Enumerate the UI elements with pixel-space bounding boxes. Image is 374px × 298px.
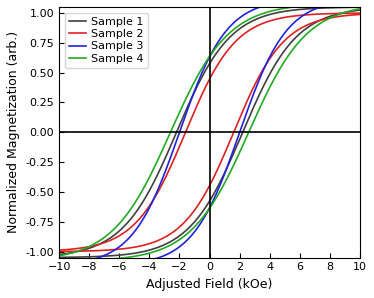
Sample 1 (195, 84, 200, 88)
Sample 4 (57, 254, 61, 258)
Line: Sample 4: Sample 4 (59, 4, 360, 256)
Sample 2 (358, 11, 362, 15)
Sample 1 (294, 8, 298, 12)
Sample 4 (358, 2, 362, 6)
Sample 2 (349, 11, 353, 15)
Line: Sample 1: Sample 1 (59, 7, 360, 254)
Sample 2 (57, 248, 61, 252)
Sample 4 (349, 2, 353, 6)
Sample 1 (358, 5, 362, 9)
Sample 1 (349, 6, 353, 9)
Sample 4 (195, 74, 200, 78)
Sample 3 (294, 0, 298, 2)
Sample 2 (203, 86, 208, 89)
Sample 3 (349, 0, 353, 1)
Sample 1 (57, 253, 61, 256)
Sample 3 (358, 0, 362, 1)
Sample 2 (72, 247, 77, 251)
Sample 2 (195, 103, 200, 106)
Sample 3 (72, 261, 77, 265)
Sample 4 (203, 61, 208, 64)
Sample 3 (349, 0, 353, 1)
Legend: Sample 1, Sample 2, Sample 3, Sample 4: Sample 1, Sample 2, Sample 3, Sample 4 (65, 13, 148, 68)
Line: Sample 3: Sample 3 (59, 0, 360, 264)
Sample 1 (203, 69, 208, 72)
Sample 2 (349, 11, 353, 15)
Sample 1 (72, 250, 77, 254)
Sample 1 (349, 6, 353, 9)
Y-axis label: Normalized Magnetization (arb.): Normalized Magnetization (arb.) (7, 31, 20, 233)
Sample 3 (203, 63, 208, 67)
Sample 2 (294, 14, 298, 18)
X-axis label: Adjusted Field (kOe): Adjusted Field (kOe) (146, 278, 273, 291)
Sample 3 (57, 263, 61, 266)
Sample 4 (72, 250, 77, 254)
Sample 4 (349, 2, 353, 6)
Sample 4 (294, 5, 298, 8)
Line: Sample 2: Sample 2 (59, 13, 360, 250)
Sample 3 (195, 82, 200, 85)
